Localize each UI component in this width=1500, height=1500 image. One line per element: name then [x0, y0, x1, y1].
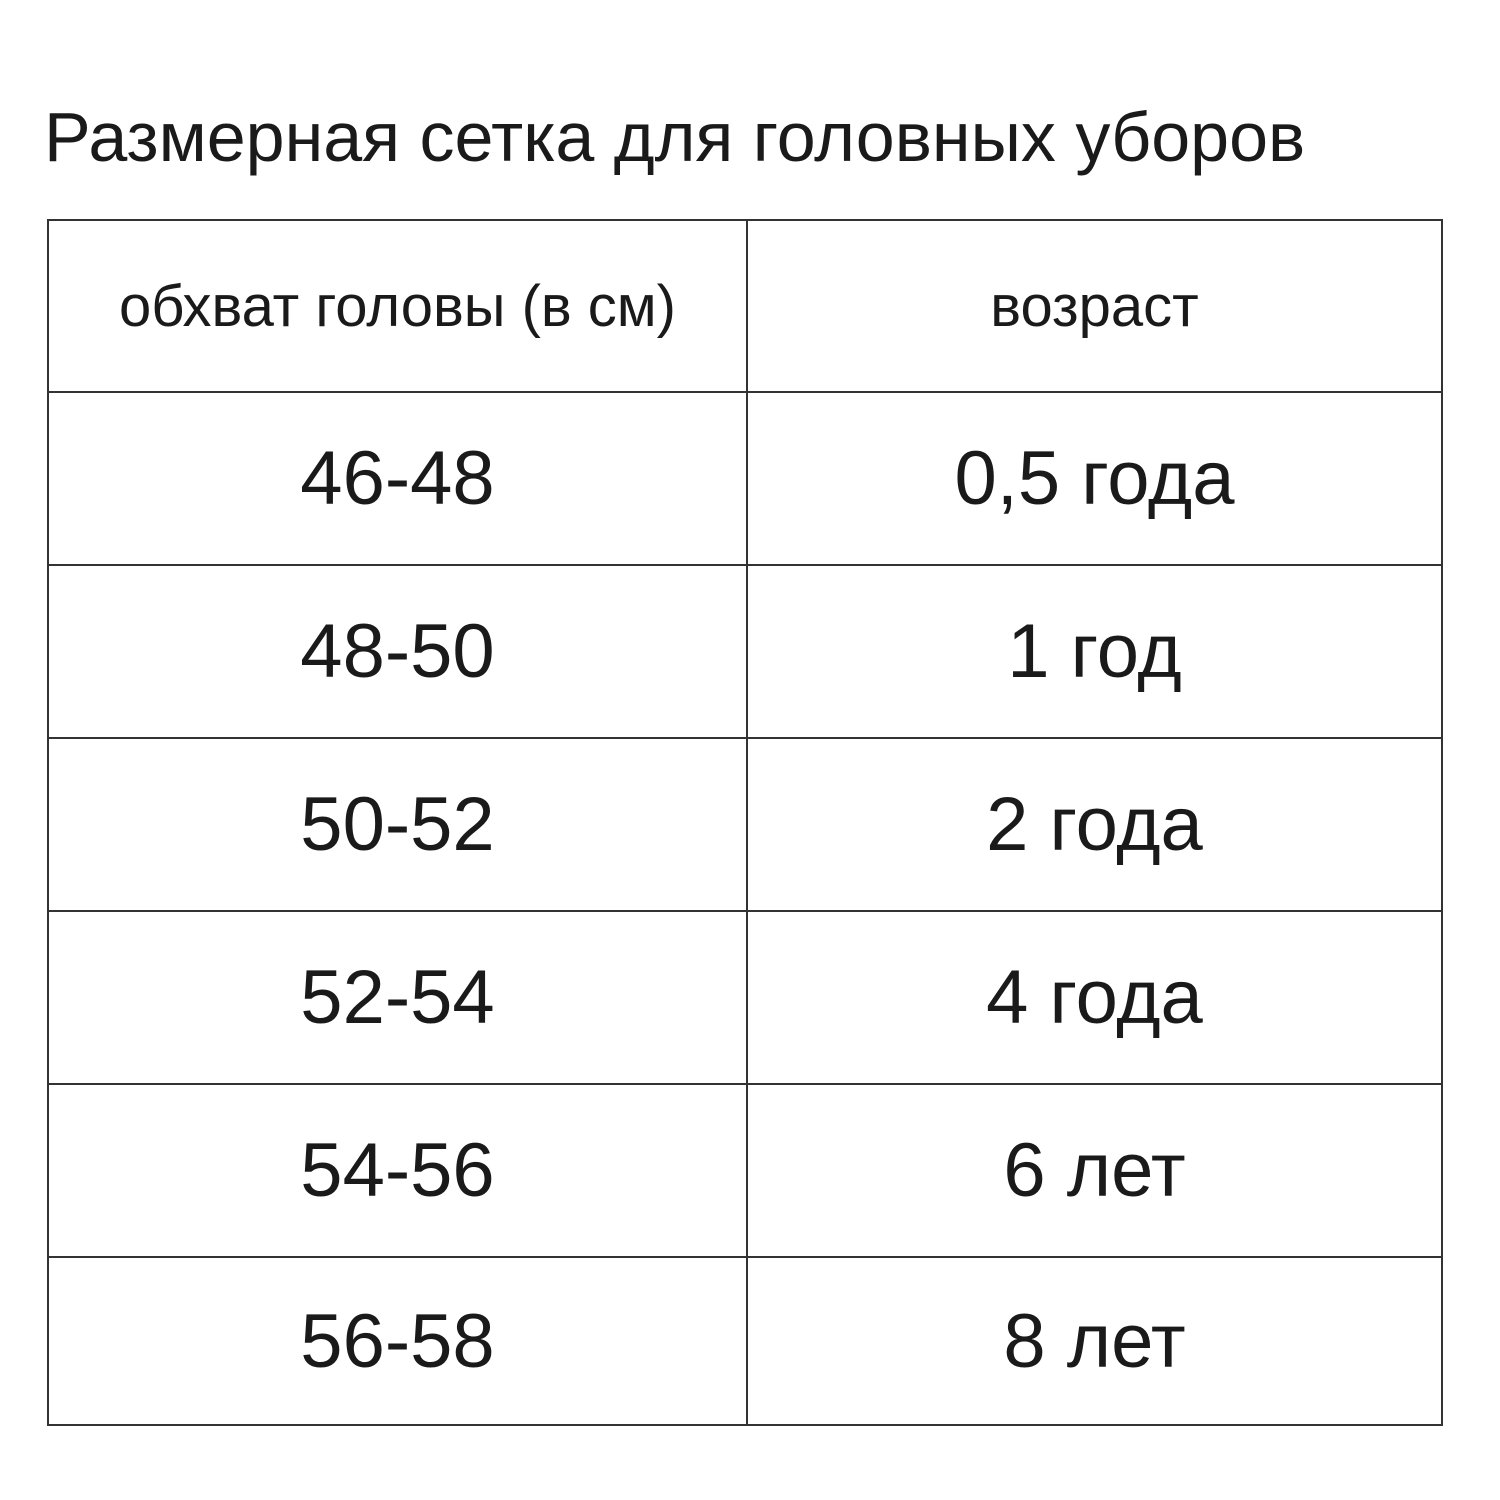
size-chart-table: обхват головы (в см) возраст 46-48 0,5 г…: [47, 219, 1443, 1426]
table-row: 52-54 4 года: [47, 910, 1443, 1085]
table-header-row: обхват головы (в см) возраст: [47, 219, 1443, 393]
cell-age: 1 год: [746, 564, 1443, 739]
cell-age: 0,5 года: [746, 391, 1443, 566]
cell-age: 8 лет: [746, 1256, 1443, 1426]
cell-circumference: 52-54: [47, 910, 748, 1085]
header-age: возраст: [746, 219, 1443, 393]
table-row: 46-48 0,5 года: [47, 391, 1443, 566]
cell-circumference: 46-48: [47, 391, 748, 566]
table-row: 50-52 2 года: [47, 737, 1443, 912]
header-head-circumference: обхват головы (в см): [47, 219, 748, 393]
cell-age: 4 года: [746, 910, 1443, 1085]
cell-circumference: 54-56: [47, 1083, 748, 1258]
cell-circumference: 48-50: [47, 564, 748, 739]
table-row: 48-50 1 год: [47, 564, 1443, 739]
cell-circumference: 50-52: [47, 737, 748, 912]
table-row: 56-58 8 лет: [47, 1256, 1443, 1426]
cell-age: 2 года: [746, 737, 1443, 912]
table-row: 54-56 6 лет: [47, 1083, 1443, 1258]
cell-circumference: 56-58: [47, 1256, 748, 1426]
page-title: Размерная сетка для головных уборов: [44, 98, 1306, 176]
cell-age: 6 лет: [746, 1083, 1443, 1258]
